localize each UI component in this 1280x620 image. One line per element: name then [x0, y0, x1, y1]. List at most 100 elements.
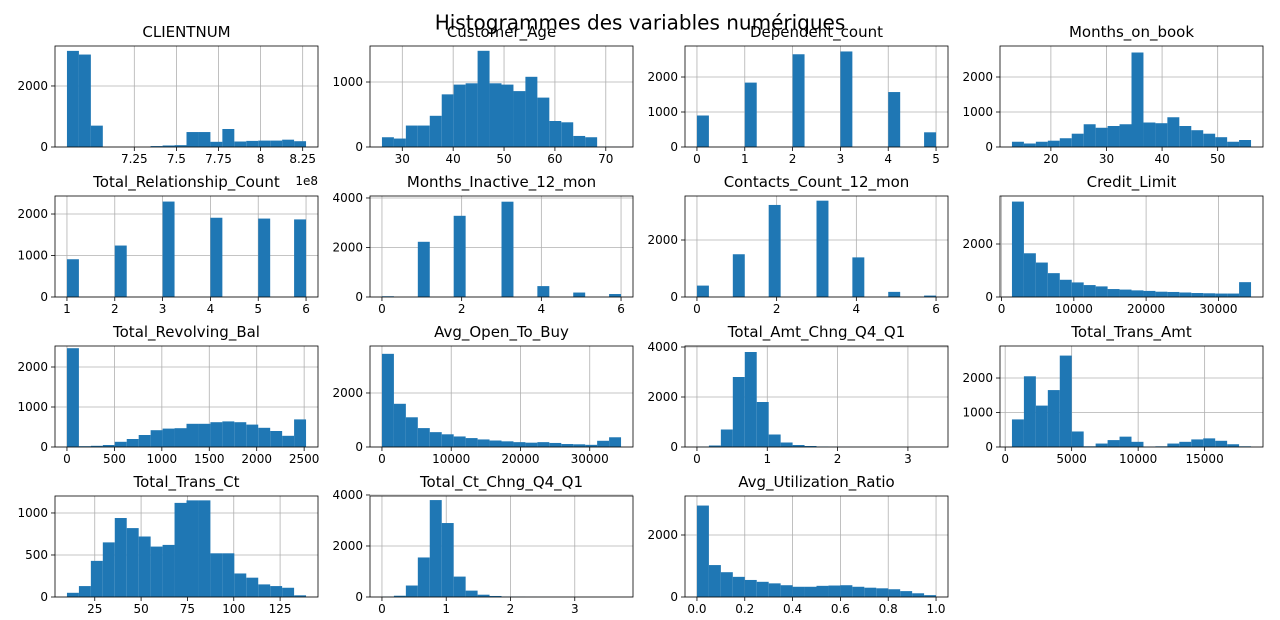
x-tick-label: 0 — [378, 602, 386, 616]
subplot: 30 40 50 60 70 0 1000 Customer_Age — [332, 23, 634, 166]
bar — [549, 121, 562, 147]
bar — [150, 546, 163, 597]
subplot: 0 1 2 3 0 2000 4000 Total_Ct_Chng_Q4_Q1 — [332, 473, 634, 616]
subplot: 1 2 3 4 5 6 0 1000 2000 Total_Relationship_Count — [17, 173, 319, 316]
bar — [417, 125, 430, 147]
x-tick-label: 2 — [773, 302, 781, 316]
x-tick-label: 0.8 — [879, 602, 898, 616]
bar — [417, 557, 430, 597]
x-tick-label: 8 — [257, 152, 265, 166]
bar — [1107, 440, 1120, 447]
bar — [1143, 122, 1156, 147]
x-tick-label: 4 — [853, 302, 861, 316]
bar — [489, 83, 502, 147]
x-tick-label: 6 — [617, 302, 625, 316]
bar — [1023, 253, 1036, 297]
bar — [609, 294, 622, 297]
y-tick-label: 0 — [670, 290, 678, 304]
bar — [573, 444, 586, 447]
x-tick-label: 0.0 — [687, 602, 706, 616]
bar — [258, 584, 271, 597]
bar — [114, 518, 127, 597]
bar — [150, 430, 163, 447]
bar — [453, 436, 466, 447]
bar — [126, 439, 139, 447]
bar — [441, 523, 454, 597]
x-tick-label: 75 — [180, 602, 195, 616]
bar — [876, 588, 889, 597]
bar — [453, 576, 466, 597]
y-tick-label: 0 — [670, 140, 678, 154]
bar — [501, 201, 514, 297]
bar — [441, 94, 454, 147]
bar — [429, 432, 442, 447]
bar — [1047, 390, 1060, 447]
y-tick-label: 0 — [40, 440, 48, 454]
x-tick-label: 0 — [378, 452, 386, 466]
bar — [888, 589, 901, 597]
bar — [732, 576, 745, 597]
x-tick-label: 3 — [571, 602, 579, 616]
x-tick-label: 2 — [507, 602, 515, 616]
y-tick-label: 4000 — [332, 191, 363, 205]
x-tick-label: 3 — [837, 152, 845, 166]
bar — [1215, 440, 1228, 447]
y-tick-label: 1000 — [647, 105, 678, 119]
axes-frame — [369, 345, 634, 448]
bar — [828, 585, 841, 597]
x-tick-label: 100 — [222, 602, 245, 616]
bar — [429, 115, 442, 147]
bar — [90, 560, 103, 597]
x-tick-label: 3 — [159, 302, 167, 316]
subplot-title: Credit_Limit — [1087, 173, 1177, 192]
bar — [102, 542, 115, 597]
bar — [1155, 123, 1168, 147]
bar — [1011, 419, 1024, 447]
bar — [294, 141, 307, 147]
y-tick-label: 0 — [40, 590, 48, 604]
x-tick-label: 40 — [446, 152, 461, 166]
y-tick-label: 4000 — [332, 488, 363, 502]
bar — [405, 417, 418, 447]
bar — [222, 553, 235, 597]
y-tick-label: 2000 — [17, 207, 48, 221]
x-tick-label: 5 — [254, 302, 262, 316]
y-tick-label: 2000 — [962, 237, 993, 251]
bar — [393, 595, 406, 597]
bar — [744, 579, 757, 597]
bar — [1167, 443, 1180, 447]
bar — [90, 445, 103, 447]
x-tick-label: 30000 — [571, 452, 609, 466]
bar — [696, 285, 709, 297]
bar — [696, 505, 709, 597]
bar — [1155, 291, 1168, 297]
subplot-title: Dependent_count — [750, 23, 883, 42]
bar — [888, 291, 901, 297]
bar — [78, 586, 91, 597]
bar — [792, 54, 805, 147]
axes-frame — [54, 345, 319, 448]
x-tick-label: 2 — [834, 452, 842, 466]
subplot-title: Total_Relationship_Count — [92, 173, 280, 192]
y-tick-label: 0 — [355, 590, 363, 604]
bar — [1119, 436, 1132, 447]
y-tick-label: 4000 — [647, 340, 678, 354]
y-tick-label: 2000 — [332, 539, 363, 553]
bar — [1167, 117, 1180, 147]
bar — [852, 586, 865, 597]
bar — [1011, 141, 1024, 147]
bar — [66, 259, 79, 297]
bar — [246, 424, 259, 447]
bar — [708, 565, 721, 597]
x-tick-label: 6 — [302, 302, 310, 316]
subplot-title: Contacts_Count_12_mon — [724, 173, 910, 192]
axes-frame — [54, 495, 319, 598]
bar — [549, 442, 562, 447]
bar — [768, 204, 781, 297]
bar — [573, 292, 586, 297]
bar — [162, 428, 175, 447]
x-tick-label: 30 — [395, 152, 410, 166]
bar — [720, 572, 733, 597]
y-tick-label: 0 — [670, 590, 678, 604]
bar — [756, 402, 769, 447]
